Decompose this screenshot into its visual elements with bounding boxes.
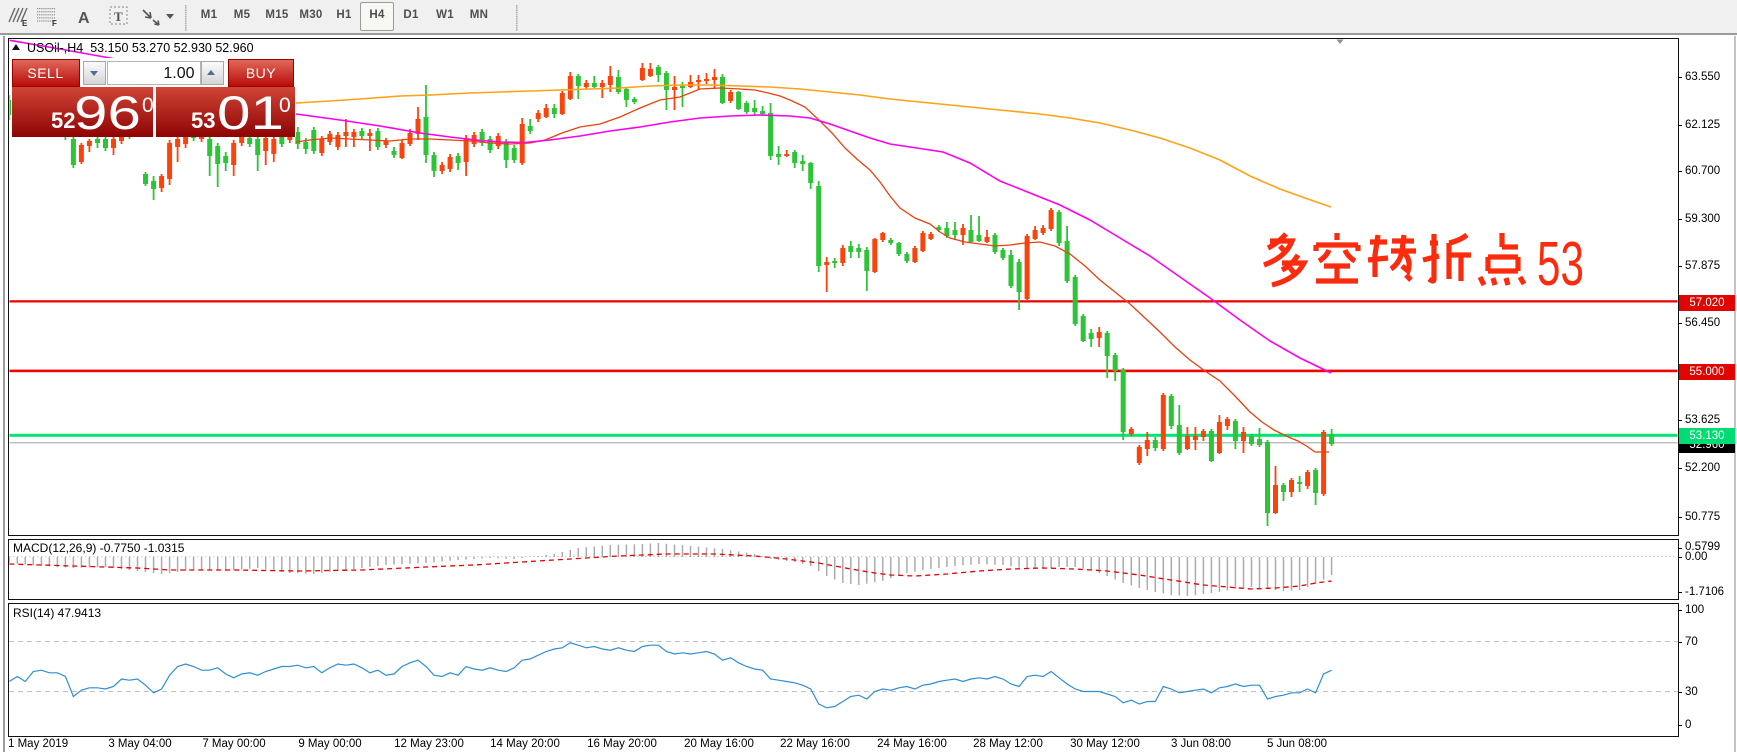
svg-text:53: 53 [1537, 230, 1584, 299]
svg-text:F: F [52, 19, 57, 28]
svg-text:A: A [78, 10, 90, 27]
svg-text:T: T [114, 9, 123, 24]
svg-text:E: E [22, 19, 28, 28]
